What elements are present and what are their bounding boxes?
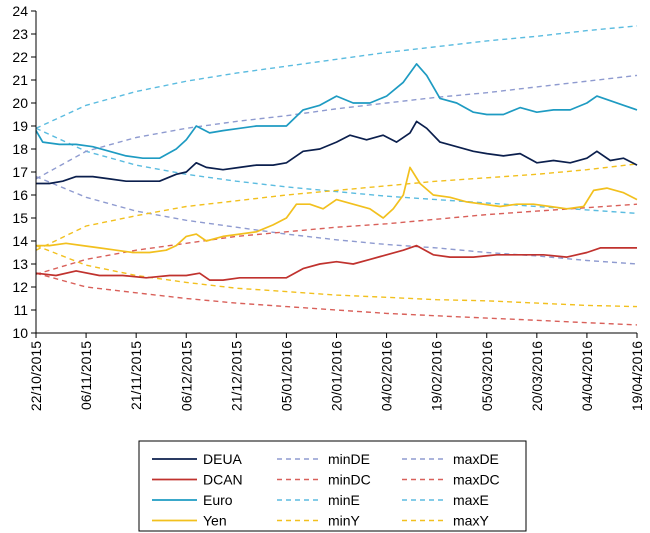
legend-label-yen: Yen bbox=[203, 513, 227, 529]
x-tick-label: 04/02/2016 bbox=[379, 341, 395, 411]
legend: DEUA DCAN Euro Yen minDE minDC minE minY maxDE ma… bbox=[138, 440, 527, 532]
x-tick-label: 22/10/2015 bbox=[28, 341, 44, 411]
series-line-maxde bbox=[35, 74, 638, 180]
series-line-minde bbox=[35, 175, 638, 265]
series-line-maxdc bbox=[35, 203, 638, 275]
x-tick-label: 05/01/2016 bbox=[278, 341, 294, 411]
x-tick-label: 20/03/2016 bbox=[529, 341, 545, 411]
legend-label-deua: DEUA bbox=[203, 451, 243, 467]
y-tick-label: 15 bbox=[12, 210, 28, 226]
series-layer bbox=[35, 25, 638, 326]
x-tick-label: 06/12/2015 bbox=[178, 341, 194, 411]
series-line-mindc bbox=[35, 272, 638, 326]
series-line-deua bbox=[36, 120, 638, 185]
series-line-mine bbox=[35, 127, 638, 215]
x-tick-label: 21/12/2015 bbox=[228, 341, 244, 411]
series-line-miny bbox=[35, 244, 638, 308]
x-tick-label: 21/11/2015 bbox=[128, 341, 144, 410]
x-tick-label: 06/11/2015 bbox=[78, 341, 94, 410]
y-tick-label: 14 bbox=[12, 233, 28, 249]
legend-label-mine: minE bbox=[328, 492, 360, 508]
x-tick-label: 04/04/2016 bbox=[579, 341, 595, 411]
legend-box bbox=[138, 440, 527, 532]
x-tick-label: 19/02/2016 bbox=[429, 341, 445, 411]
y-tick-label: 19 bbox=[12, 118, 28, 134]
y-tick-label: 17 bbox=[12, 164, 28, 180]
legend-label-miny: minY bbox=[328, 513, 361, 529]
y-tick-label: 23 bbox=[12, 26, 28, 42]
y-tick-label: 16 bbox=[12, 187, 28, 203]
x-tick-label: 05/03/2016 bbox=[479, 341, 495, 411]
legend-label-maxde: maxDE bbox=[453, 451, 499, 467]
x-tick-label: 20/01/2016 bbox=[329, 341, 345, 411]
legend-label-euro: Euro bbox=[203, 492, 233, 508]
legend-label-maxdc: maxDC bbox=[453, 472, 500, 488]
legend-label-minde: minDE bbox=[328, 451, 370, 467]
ticks-layer: 10 11 12 13 14 15 16 17 18 19 20 21 22 23 24 22/10/2015… bbox=[12, 3, 645, 411]
y-tick-label: 24 bbox=[12, 3, 28, 19]
y-tick-label: 10 bbox=[12, 325, 28, 341]
series-line-dcan bbox=[35, 244, 637, 281]
series-line-maxe bbox=[35, 25, 638, 129]
y-tick-label: 22 bbox=[12, 49, 28, 65]
series-line-euro bbox=[35, 63, 638, 160]
legend-label-maxy: maxY bbox=[453, 513, 489, 529]
y-tick-label: 21 bbox=[12, 72, 28, 88]
legend-label-maxe: maxE bbox=[453, 492, 489, 508]
x-tick-label: 19/04/2016 bbox=[629, 341, 645, 411]
y-tick-label: 13 bbox=[12, 256, 28, 272]
y-tick-label: 18 bbox=[12, 141, 28, 157]
series-line-yen bbox=[36, 166, 638, 254]
legend-label-dcan: DCAN bbox=[203, 472, 243, 488]
legend-label-mindc: minDC bbox=[328, 472, 371, 488]
y-tick-label: 12 bbox=[12, 279, 28, 295]
series-line-maxy bbox=[35, 163, 638, 251]
y-tick-label: 11 bbox=[13, 302, 28, 318]
y-tick-label: 20 bbox=[12, 95, 28, 111]
